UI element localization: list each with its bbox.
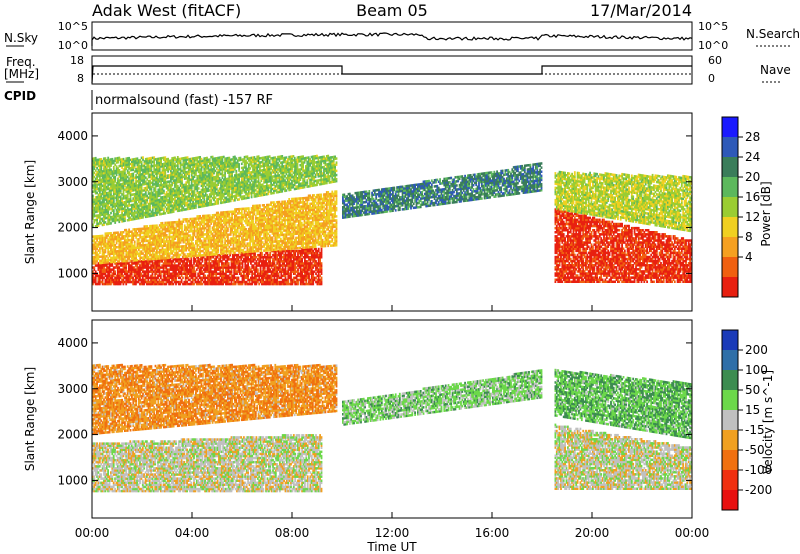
cpid-label: CPID [4, 89, 36, 103]
freq-label-2: [MHz] [4, 67, 39, 81]
data-cell [336, 215, 338, 218]
data-cell [137, 259, 139, 262]
data-cell [182, 277, 184, 280]
data-cell [336, 190, 338, 193]
data-cell [331, 238, 333, 241]
data-cell [299, 247, 301, 250]
station-title: Adak West (fitACF) [92, 1, 241, 20]
data-cell [248, 207, 250, 210]
freq-panel-frame [92, 56, 692, 84]
data-cell [261, 252, 263, 255]
noise-right-label: N.Search [746, 27, 800, 41]
freq-tick-top: 18 [70, 54, 84, 67]
data-cell [321, 262, 323, 265]
noise-right-tick-top: 10^5 [698, 20, 728, 33]
cpid-value: normalsound (fast) -157 RF [95, 93, 273, 108]
beam-title: Beam 05 [356, 1, 428, 20]
data-cell [321, 277, 323, 280]
data-cell [321, 248, 323, 251]
data-cell [228, 262, 230, 265]
data-cell [257, 268, 259, 271]
data-cell [318, 248, 320, 251]
data-cell [194, 244, 196, 247]
date-title: 17/Mar/2014 [590, 1, 692, 20]
data-cell [209, 225, 211, 228]
noise-left-label: N.Sky [4, 31, 38, 45]
noise-left-tick-bottom: 10^0 [58, 39, 88, 52]
data-cell [325, 230, 327, 233]
freq-tick-bottom: 8 [77, 72, 84, 85]
nave-tick-top: 60 [708, 54, 722, 67]
data-cell [259, 204, 261, 207]
nave-label: Nave [760, 63, 791, 77]
data-cell [234, 252, 236, 255]
nave-tick-bottom: 0 [708, 72, 715, 85]
noise-right-tick-bottom: 10^0 [698, 39, 728, 52]
data-cell [134, 241, 136, 244]
data-cell [130, 259, 132, 262]
data-cell [320, 235, 322, 238]
data-cell [336, 207, 338, 210]
data-cell [336, 219, 338, 222]
radar-summary-plot: Adak West (fitACF) Beam 05 17/Mar/2014 N… [0, 0, 800, 554]
data-cell [238, 277, 240, 280]
power-data-cells [92, 155, 692, 286]
data-cell [114, 270, 116, 273]
data-cell [320, 194, 322, 197]
noise-sky-line [92, 33, 692, 46]
data-cell [272, 236, 274, 239]
noise-left-tick-top: 10^5 [58, 20, 88, 33]
noise-panel: N.Sky 10^5 10^0 10^5 10^0 N.Search [4, 20, 800, 52]
data-cell [180, 254, 182, 257]
freq-panel: Freq. [MHz] 18 8 60 0 Nave [4, 54, 791, 85]
